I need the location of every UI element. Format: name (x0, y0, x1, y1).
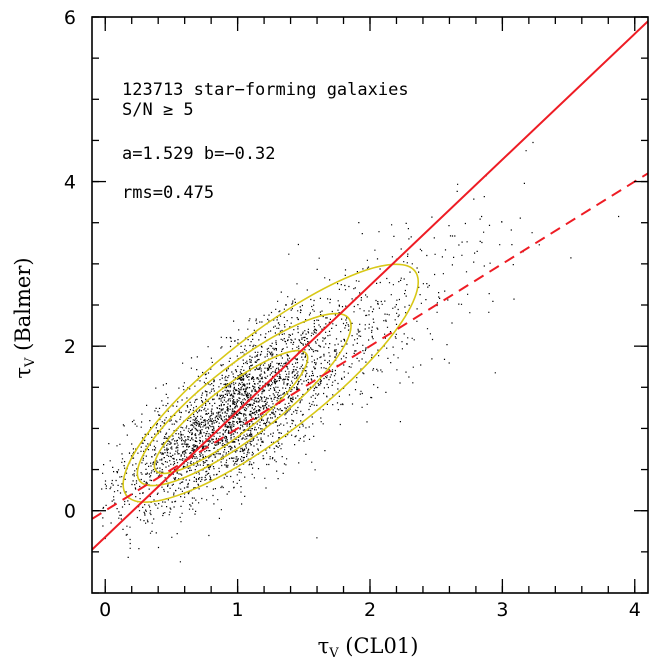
annotation-sn-cut: S/N ≥ 5 (122, 100, 194, 120)
x-tick-label: 4 (629, 599, 641, 621)
y-tick-label: 4 (64, 172, 76, 194)
annotations: 123713 star−forming galaxies S/N ≥ 5 a=1… (122, 80, 409, 203)
x-tick-label: 1 (232, 599, 244, 621)
one-to-one-line (92, 172, 648, 520)
x-axis-title: τV (CL01) (318, 634, 419, 661)
annotation-sample-size: 123713 star−forming galaxies (122, 80, 409, 100)
x-axis-subscript: V (328, 646, 339, 661)
annotation-rms: rms=0.475 (122, 183, 214, 203)
contour-level-2 (136, 312, 352, 487)
density-contours (122, 263, 420, 503)
annotation-fit-params: a=1.529 b=−0.32 (122, 144, 276, 164)
y-tick-label: 2 (64, 336, 76, 358)
axis-ticks (92, 16, 648, 594)
y-tick-label: 6 (64, 7, 76, 29)
x-axis-label-text: (CL01) (339, 634, 419, 658)
x-tick-label: 2 (364, 599, 376, 621)
x-axis-symbol: τ (318, 634, 330, 658)
y-axis-title: τV (Balmer) (11, 257, 38, 378)
y-tick-label: 0 (64, 501, 76, 523)
y-axis-symbol: τ (11, 367, 35, 379)
x-tick-label: 3 (496, 599, 508, 621)
x-tick-label: 0 (99, 599, 111, 621)
y-axis-label-text: (Balmer) (11, 257, 35, 357)
y-axis-subscript: V (23, 357, 38, 368)
contour-level-3 (153, 349, 309, 475)
tick-labels: 0 1 2 3 4 0 2 4 6 (64, 7, 641, 621)
contour-level-1 (122, 263, 420, 503)
fit-lines (92, 20, 648, 551)
